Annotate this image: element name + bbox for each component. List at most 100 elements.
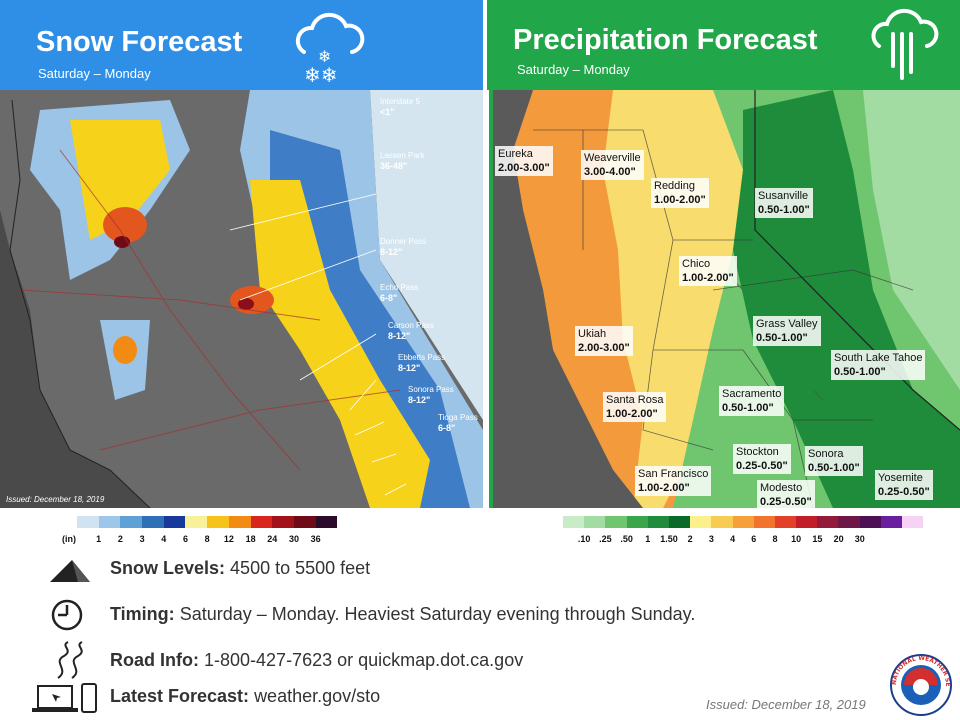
info-timing: Timing: Saturday – Monday. Heaviest Satu…	[110, 604, 696, 624]
nws-logo-icon: NATIONAL WEATHER SERVICE	[890, 654, 952, 716]
precip-legend-swatch	[584, 516, 606, 528]
precip-legend-swatch	[668, 516, 691, 528]
precip-legend-swatch	[690, 516, 712, 528]
snow-map-issued-date: Issued: December 18, 2019	[6, 495, 105, 504]
rain-cloud-icon	[871, 8, 939, 80]
precip-forecast-header: Precipitation Forecast Saturday – Monday	[487, 0, 960, 90]
snow-map-graphic	[0, 90, 483, 508]
snow-label-lassen-park: Lassen Park 36-48"	[380, 151, 425, 171]
precip-forecast-title: Precipitation Forecast	[513, 24, 818, 56]
precip-label-ukiah: Ukiah 2.00-3.00"	[575, 326, 633, 356]
precip-label-san-francisco: San Francisco 1.00-2.00"	[635, 466, 712, 496]
snow-legend-swatch	[250, 516, 273, 528]
snow-legend-tick: 4	[161, 534, 167, 544]
snow-legend-tick: 8	[204, 534, 210, 544]
precip-label-modesto: Modesto 0.25-0.50"	[757, 480, 815, 508]
precip-legend-tick: .25	[599, 534, 612, 544]
snow-legend-tick: 24	[267, 534, 278, 544]
snow-legend-swatch	[77, 516, 99, 528]
precip-legend-swatch	[711, 516, 733, 528]
precip-legend-colorbar	[563, 516, 924, 528]
snow-legend-unit: (in)	[62, 534, 76, 544]
snow-legend-colorbar	[77, 516, 338, 528]
precip-legend-swatch	[774, 516, 797, 528]
snow-legend-tick: 30	[288, 534, 300, 544]
snow-legend-swatch	[163, 516, 186, 528]
snow-label-sonora-pass: Sonora Pass 8-12"	[408, 385, 454, 405]
issued-date: Issued: December 18, 2019	[706, 697, 866, 712]
precip-legend-swatch	[902, 516, 924, 528]
snow-legend-swatch	[185, 516, 208, 528]
precip-legend-swatch	[753, 516, 775, 528]
precip-legend-tick: 30	[854, 534, 865, 544]
winding-road-icon	[57, 641, 83, 679]
info-road-info: Road Info: 1-800-427-7623 or quickmap.do…	[110, 650, 524, 670]
precip-legend-tick: 15	[812, 534, 823, 544]
precip-legend-swatch	[859, 516, 881, 528]
precip-legend-tick: 10	[791, 534, 802, 544]
precip-legend-labels: .10 .25 .50 1 1.50 2 3 4 6 8 10 15 20 30	[563, 534, 923, 546]
precip-legend-swatch	[880, 516, 902, 528]
precip-legend-tick: 2	[687, 534, 693, 544]
snow-legend-swatch	[98, 516, 121, 528]
precip-legend-tick: 20	[833, 534, 844, 544]
snow-forecast-header: Snow Forecast Saturday – Monday ❄❄ ❄	[0, 0, 483, 90]
precip-legend-swatch	[647, 516, 669, 528]
precip-legend-swatch	[796, 516, 818, 528]
snow-legend-tick: 6	[182, 534, 189, 544]
precip-legend-tick: 6	[751, 534, 757, 544]
precip-label-grass-valley: Grass Valley 0.50-1.00"	[753, 316, 821, 346]
snow-legend-swatch	[272, 516, 294, 528]
snow-cloud-icon: ❄❄ ❄	[295, 12, 365, 86]
snow-label-interstate-5: Interstate 5 <1"	[380, 97, 421, 117]
snow-legend-tick: 1	[96, 534, 102, 544]
snow-legend-swatch	[207, 516, 229, 528]
precip-label-sonora: Sonora 0.50-1.00"	[805, 446, 863, 476]
snow-legend-swatch	[142, 516, 164, 528]
precip-legend-swatch	[817, 516, 839, 528]
snow-legend-swatch	[120, 516, 143, 528]
snow-label-carson-pass: Carson Pass 8-12"	[388, 321, 434, 341]
precip-forecast-subtitle: Saturday – Monday	[517, 62, 630, 77]
precip-legend-tick: 8	[772, 534, 778, 544]
precip-legend-tick: .50	[620, 534, 633, 544]
clock-icon	[51, 599, 83, 631]
precip-legend-swatch	[626, 516, 648, 528]
svg-text:❄❄: ❄❄	[304, 63, 338, 86]
info-snow-levels: Snow Levels: 4500 to 5500 feet	[110, 558, 371, 578]
snow-legend-labels: (in) 1 2 3 4 6 8 12 18 24 30 36	[62, 534, 337, 546]
precip-forecast-map: Eureka 2.00-3.00" Weaverville 3.00-4.00" R…	[489, 90, 960, 508]
precip-map-graphic	[493, 90, 960, 508]
precip-legend-swatch	[838, 516, 860, 528]
snow-legend-tick: 36	[310, 534, 321, 544]
snow-forecast-subtitle: Saturday – Monday	[38, 66, 151, 81]
precip-legend-swatch	[732, 516, 754, 528]
snow-legend-tick: 12	[223, 534, 234, 544]
snow-label-tioga-pass: Tioga Pass 6-8"	[438, 413, 478, 433]
precip-label-redding: Redding 1.00-2.00"	[651, 178, 709, 208]
snow-forecast-map: Interstate 5 <1" Lassen Park 36-48" Donner…	[0, 90, 483, 508]
precip-legend-tick: 4	[730, 534, 736, 544]
snow-label-ebbetts-pass: Ebbetts Pass 8-12"	[398, 353, 446, 373]
precip-legend-tick: 1.50	[660, 534, 678, 544]
snow-legend-swatch	[315, 516, 338, 528]
precip-legend-tick: 1	[645, 534, 651, 544]
precip-label-stockton: Stockton 0.25-0.50"	[733, 444, 791, 474]
info-latest-forecast: Latest Forecast: weather.gov/sto	[110, 686, 381, 706]
snow-legend-tick: 2	[117, 534, 123, 544]
precip-legend-tick: .10	[577, 534, 591, 544]
precip-label-santa-rosa: Santa Rosa 1.00-2.00"	[603, 392, 667, 422]
snow-legend-swatch	[228, 516, 251, 528]
precip-label-eureka: Eureka 2.00-3.00"	[495, 146, 553, 176]
svg-text:❄: ❄	[318, 47, 331, 66]
precip-label-sacramento: Sacramento 0.50-1.00"	[719, 386, 785, 416]
snow-legend-tick: 18	[245, 534, 256, 544]
precip-label-south-lake-tahoe: South Lake Tahoe 0.50-1.00"	[831, 350, 926, 380]
precip-legend-tick: 3	[708, 534, 714, 544]
snow-label-donner-pass: Donner Pass 8-12"	[380, 237, 427, 257]
precip-label-chico: Chico 1.00-2.00"	[679, 256, 737, 286]
snow-forecast-title: Snow Forecast	[36, 26, 243, 58]
mountain-icon	[50, 560, 90, 582]
precip-label-yosemite: Yosemite 0.25-0.50"	[875, 470, 933, 500]
precip-label-weaverville: Weaverville 3.00-4.00"	[581, 150, 644, 180]
